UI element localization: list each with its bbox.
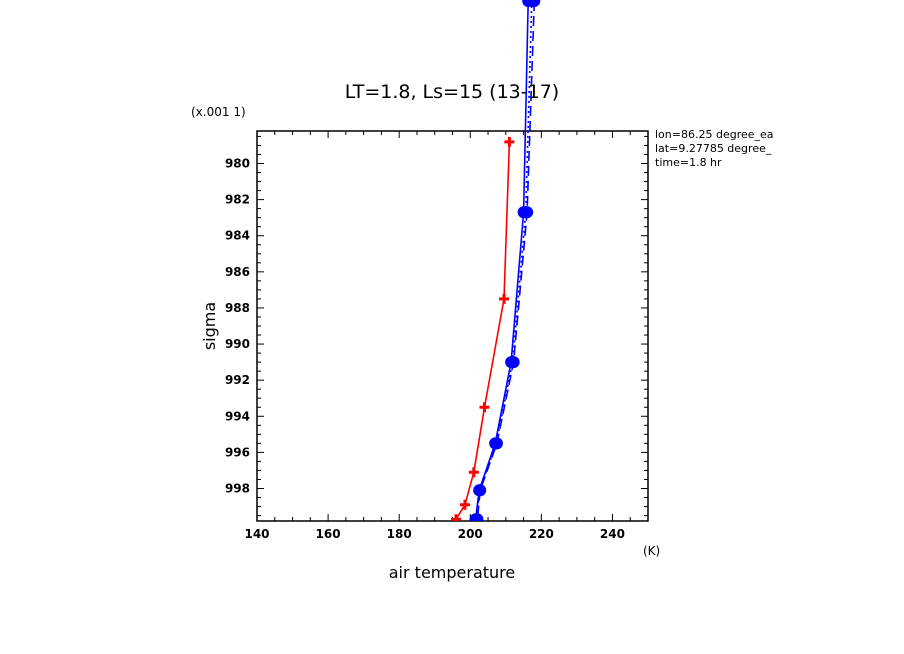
y-tick-label: 998 (225, 482, 250, 496)
x-tick-label: 220 (529, 527, 554, 541)
series-layer (451, 0, 541, 521)
series-1-marker (499, 293, 510, 304)
series-4-marker (470, 513, 483, 521)
y-tick-label: 984 (225, 229, 250, 243)
series-4-marker (525, 0, 538, 7)
y-tick-label: 996 (225, 445, 250, 459)
y-axis-label: sigma (200, 302, 219, 350)
x-tick-label: 200 (458, 527, 483, 541)
series-1-marker (479, 402, 490, 413)
y-tick-label: 986 (225, 265, 250, 279)
y-unit-label: (x.001 1) (191, 105, 246, 119)
series-4-line (475, 0, 533, 520)
series-4-marker (519, 206, 532, 219)
series-1-marker (451, 514, 462, 521)
y-tick-labels: 980 982 984 986 988 990 992 994 996 998 (225, 157, 250, 496)
series-1-line (455, 141, 511, 520)
y-tick-label: 992 (225, 373, 250, 387)
x-tick-label: 160 (316, 527, 341, 541)
x-tick-label: 180 (387, 527, 412, 541)
axis-ticks (256, 131, 649, 521)
x-axis-label: air temperature (389, 563, 515, 582)
x-tick-label: 240 (600, 527, 625, 541)
y-tick-label: 988 (225, 301, 250, 315)
series-4-marker (490, 437, 503, 450)
x-tick-label: 140 (244, 527, 269, 541)
series-4-marker (506, 356, 519, 369)
series-1-marker (459, 499, 470, 510)
series-1-marker (468, 467, 479, 478)
y-tick-label: 982 (225, 193, 250, 207)
series-4-marker (473, 484, 486, 497)
series-1-marker (504, 136, 515, 147)
info-lat: lat=9.27785 degree_ (655, 142, 772, 155)
x-tick-labels: 140 160 180 200 220 240 (244, 527, 625, 541)
chart-title: LT=1.8, Ls=15 (13-17) (345, 81, 559, 103)
y-tick-label: 994 (225, 409, 250, 423)
x-unit-label: (K) (643, 544, 660, 558)
info-box: lon=86.25 degree_ea lat=9.27785 degree_ … (655, 128, 774, 169)
info-lon: lon=86.25 degree_ea (655, 128, 774, 141)
info-mask (780, 125, 904, 175)
y-tick-label: 990 (225, 337, 250, 351)
plot-frame (256, 130, 649, 522)
info-time: time=1.8 hr (655, 156, 722, 169)
y-tick-label: 980 (225, 157, 250, 171)
